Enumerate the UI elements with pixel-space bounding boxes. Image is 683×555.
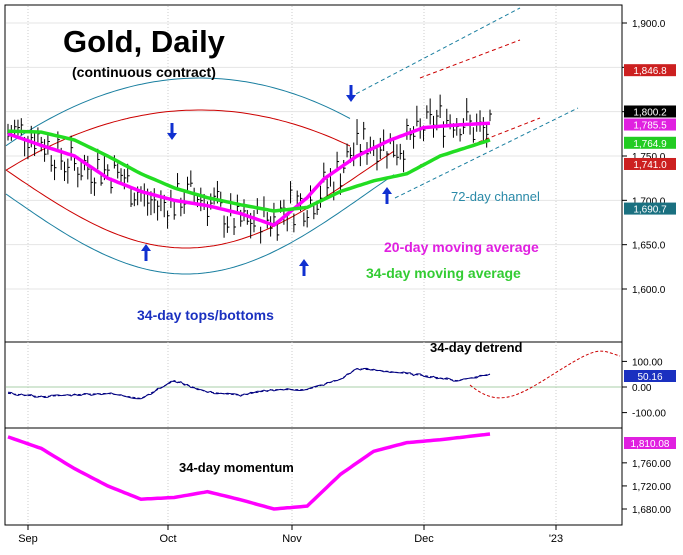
channel-projection-upper xyxy=(349,7,521,98)
gridlines xyxy=(6,6,621,524)
price-tag-label: 1,785.5 xyxy=(633,121,667,132)
y-tick-label: 1,700.0 xyxy=(632,196,666,207)
arrow-head xyxy=(382,187,392,194)
arrow-head xyxy=(141,244,151,251)
price-tag xyxy=(624,202,676,215)
top-arrow-1 xyxy=(167,123,177,140)
channel-inner-upper xyxy=(5,109,351,171)
x-tick-label: Dec xyxy=(414,533,434,545)
cycle-arrows xyxy=(141,85,392,276)
arrow-head xyxy=(167,133,177,140)
momentum-y-tick-label: 1,760.00 xyxy=(632,459,671,470)
y-tick-label: 1,650.0 xyxy=(632,241,666,252)
price-tag xyxy=(624,136,676,149)
channel-projection-lower xyxy=(394,107,579,199)
x-tick-label: '23 xyxy=(549,533,563,545)
axes: SepOctNovDec'231,900.01,850.01,800.01,75… xyxy=(18,19,676,545)
arrow-head xyxy=(299,259,309,266)
momentum-value-label: 1,810.08 xyxy=(631,439,670,450)
price-tag xyxy=(624,64,676,77)
y-tick-label: 1,900.0 xyxy=(632,19,666,30)
ma34-line xyxy=(7,129,491,213)
momentum-y-tick-label: 1,680.00 xyxy=(632,505,671,516)
ma20-line xyxy=(7,121,491,228)
detrend-y-tick-label: -100.00 xyxy=(632,409,666,420)
channel-label: 72-day channel xyxy=(451,189,540,204)
detrend-projection xyxy=(469,350,621,399)
ma20-label: 20-day moving average xyxy=(384,239,539,255)
price-tag-label: 1,690.7 xyxy=(633,205,667,216)
tops-bottoms-label: 34-day tops/bottoms xyxy=(137,307,274,323)
channel-inner-projection-upper xyxy=(419,39,521,79)
chart-frame xyxy=(4,4,623,526)
bottom-arrow-2 xyxy=(299,259,309,276)
moving-averages xyxy=(7,121,491,228)
price-tag-label: 1,741.0 xyxy=(633,160,667,171)
price-tag xyxy=(624,157,676,170)
detrend-y-tick-label: 0.00 xyxy=(632,383,652,394)
x-tick-label: Oct xyxy=(159,533,176,545)
chart-subtitle: (continuous contract) xyxy=(72,64,216,80)
detrend-label: 34-day detrend xyxy=(430,340,523,355)
channel-outer-upper xyxy=(5,77,351,147)
chart-title: Gold, Daily xyxy=(63,24,226,59)
price-tag-label: 1,800.2 xyxy=(633,107,667,118)
price-tag xyxy=(624,105,676,118)
momentum-label: 34-day momentum xyxy=(179,460,294,475)
price-tag-label: 1,846.8 xyxy=(633,66,667,77)
price-tag-label: 1,764.9 xyxy=(633,139,667,150)
ma34-label: 34-day moving average xyxy=(366,265,521,281)
detrend-value-tag xyxy=(624,370,676,382)
detrend-value-label: 50.16 xyxy=(637,372,662,383)
channel-outer-lower xyxy=(5,174,395,275)
momentum-y-tick-label: 1,720.00 xyxy=(632,482,671,493)
top-arrow-2 xyxy=(346,85,356,102)
x-tick-label: Nov xyxy=(282,533,302,545)
momentum-line xyxy=(7,432,491,511)
detrend-smoothed-line xyxy=(7,368,491,400)
y-tick-label: 1,600.0 xyxy=(632,285,666,296)
bottom-arrow-3 xyxy=(382,187,392,204)
momentum-value-tag xyxy=(624,437,676,449)
price-tag xyxy=(624,118,676,131)
detrend-y-tick-label: 100.00 xyxy=(632,357,663,368)
arrow-head xyxy=(346,95,356,102)
y-tick-label: 1,750.0 xyxy=(632,152,666,163)
channel-inner-lower xyxy=(5,150,395,249)
x-tick-label: Sep xyxy=(18,533,38,545)
bottom-arrow-1 xyxy=(141,244,151,261)
lower-panels xyxy=(6,350,621,511)
